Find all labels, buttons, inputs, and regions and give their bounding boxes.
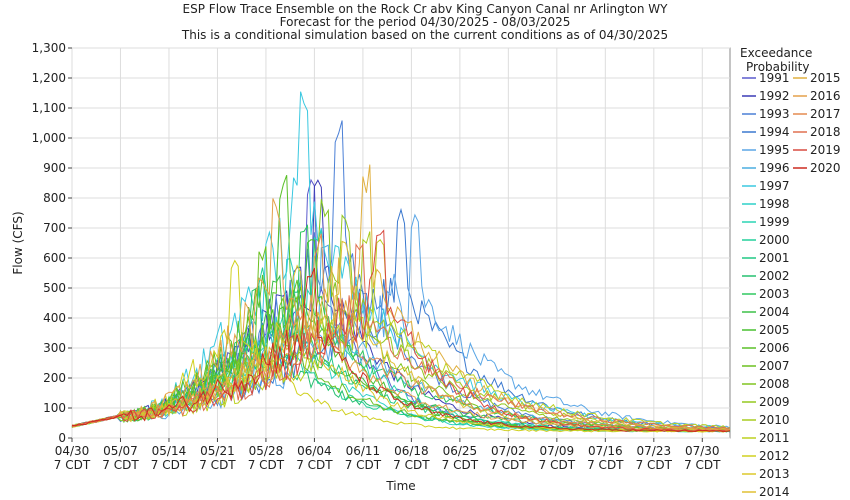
x-tick-label-tz: 7 CDT: [442, 458, 479, 472]
x-tick-label: 07/09: [540, 444, 575, 458]
y-tick-label: 200: [43, 371, 66, 385]
x-tick-label: 06/25: [443, 444, 478, 458]
series-line-2018: [71, 242, 731, 429]
legend-label-2001: 2001: [759, 251, 790, 265]
plot-area: [71, 47, 731, 439]
series-line-2014: [71, 240, 731, 432]
legend-label-1998: 1998: [759, 197, 790, 211]
legend-label-2000: 2000: [759, 233, 790, 247]
legend-title-line1: Exceedance: [740, 46, 812, 60]
x-tick-label-tz: 7 CDT: [248, 458, 285, 472]
y-axis-ticks: 0 100 200 300 400 500 600 700 800 900 1,000 1,100 1,…: [32, 41, 72, 445]
legend-label-2012: 2012: [759, 449, 790, 463]
legend-label-1996: 1996: [759, 161, 790, 175]
y-tick-label: 1,300: [32, 41, 66, 55]
legend-label-2008: 2008: [759, 377, 790, 391]
legend-label-2011: 2011: [759, 431, 790, 445]
x-tick-label: 04/30: [55, 444, 90, 458]
legend-label-1995: 1995: [759, 143, 790, 157]
series-lines: [71, 91, 731, 433]
x-tick-label-tz: 7 CDT: [684, 458, 721, 472]
legend-label-2004: 2004: [759, 305, 790, 319]
legend-label-2002: 2002: [759, 269, 790, 283]
y-tick-label: 800: [43, 191, 66, 205]
y-tick-label: 600: [43, 251, 66, 265]
x-tick-label: 07/23: [637, 444, 672, 458]
series-line-2015: [71, 164, 731, 431]
legend-title-line2: Probability: [746, 60, 809, 74]
y-tick-label: 900: [43, 161, 66, 175]
x-tick-label: 07/16: [588, 444, 623, 458]
series-line-2009: [71, 214, 731, 431]
legend-label-1993: 1993: [759, 107, 790, 121]
legend-label-1992: 1992: [759, 89, 790, 103]
legend-label-2006: 2006: [759, 341, 790, 355]
x-tick-label-tz: 7 CDT: [393, 458, 430, 472]
chart-subtitle: Forecast for the period 04/30/2025 - 08/…: [280, 15, 571, 29]
legend-label-2015: 2015: [810, 71, 841, 85]
x-tick-label: 05/07: [103, 444, 138, 458]
gridlines: [71, 47, 730, 439]
legend-label-1994: 1994: [759, 125, 790, 139]
series-line-2013: [71, 264, 731, 433]
x-tick-label: 05/21: [200, 444, 235, 458]
x-tick-label: 05/28: [249, 444, 284, 458]
legend-label-2016: 2016: [810, 89, 841, 103]
chart-title: ESP Flow Trace Ensemble on the Rock Cr a…: [183, 2, 669, 16]
legend-label-2019: 2019: [810, 143, 841, 157]
x-tick-label-tz: 7 CDT: [636, 458, 673, 472]
y-tick-label: 100: [43, 401, 66, 415]
legend-label-2003: 2003: [759, 287, 790, 301]
x-tick-label-tz: 7 CDT: [151, 458, 188, 472]
y-tick-label: 300: [43, 341, 66, 355]
y-axis-label: Flow (CFS): [11, 211, 25, 274]
x-tick-label-tz: 7 CDT: [490, 458, 527, 472]
x-tick-label: 06/18: [394, 444, 429, 458]
x-axis-label: Time: [385, 479, 415, 493]
legend-label-2010: 2010: [759, 413, 790, 427]
legend-label-2020: 2020: [810, 161, 841, 175]
y-tick-label: 0: [58, 431, 66, 445]
legend-label-1997: 1997: [759, 179, 790, 193]
x-tick-label: 05/14: [152, 444, 187, 458]
x-tick-label-tz: 7 CDT: [587, 458, 624, 472]
y-tick-label: 1,000: [32, 131, 66, 145]
x-tick-label: 07/30: [685, 444, 720, 458]
series-line-2012: [71, 259, 731, 433]
series-line-2020: [71, 267, 731, 433]
x-tick-label: 06/04: [297, 444, 332, 458]
x-tick-label: 06/11: [346, 444, 381, 458]
series-line-2017: [71, 233, 731, 431]
y-tick-label: 700: [43, 221, 66, 235]
legend-label-2017: 2017: [810, 107, 841, 121]
y-tick-label: 500: [43, 281, 66, 295]
legend-label-2018: 2018: [810, 125, 841, 139]
y-tick-label: 1,200: [32, 71, 66, 85]
legend-label-1999: 1999: [759, 215, 790, 229]
y-tick-label: 1,100: [32, 101, 66, 115]
series-line-2019: [71, 229, 731, 432]
y-tick-label: 400: [43, 311, 66, 325]
x-tick-label-tz: 7 CDT: [102, 458, 139, 472]
x-tick-label-tz: 7 CDT: [345, 458, 382, 472]
x-tick-label-tz: 7 CDT: [296, 458, 333, 472]
legend-label-2009: 2009: [759, 395, 790, 409]
chart-subtitle-2: This is a conditional simulation based o…: [181, 28, 668, 42]
legend-label-2007: 2007: [759, 359, 790, 373]
legend-label-2005: 2005: [759, 323, 790, 337]
legend-label-2014: 2014: [759, 485, 790, 499]
x-tick-label-tz: 7 CDT: [539, 458, 576, 472]
x-tick-label-tz: 7 CDT: [199, 458, 236, 472]
legend: 1991 1992 1993 1994 1995 1996 1997 1998 1999 2000…: [742, 71, 841, 499]
legend-label-2013: 2013: [759, 467, 790, 481]
legend-label-1991: 1991: [759, 71, 790, 85]
x-tick-label: 07/02: [491, 444, 526, 458]
x-tick-label-tz: 7 CDT: [54, 458, 91, 472]
